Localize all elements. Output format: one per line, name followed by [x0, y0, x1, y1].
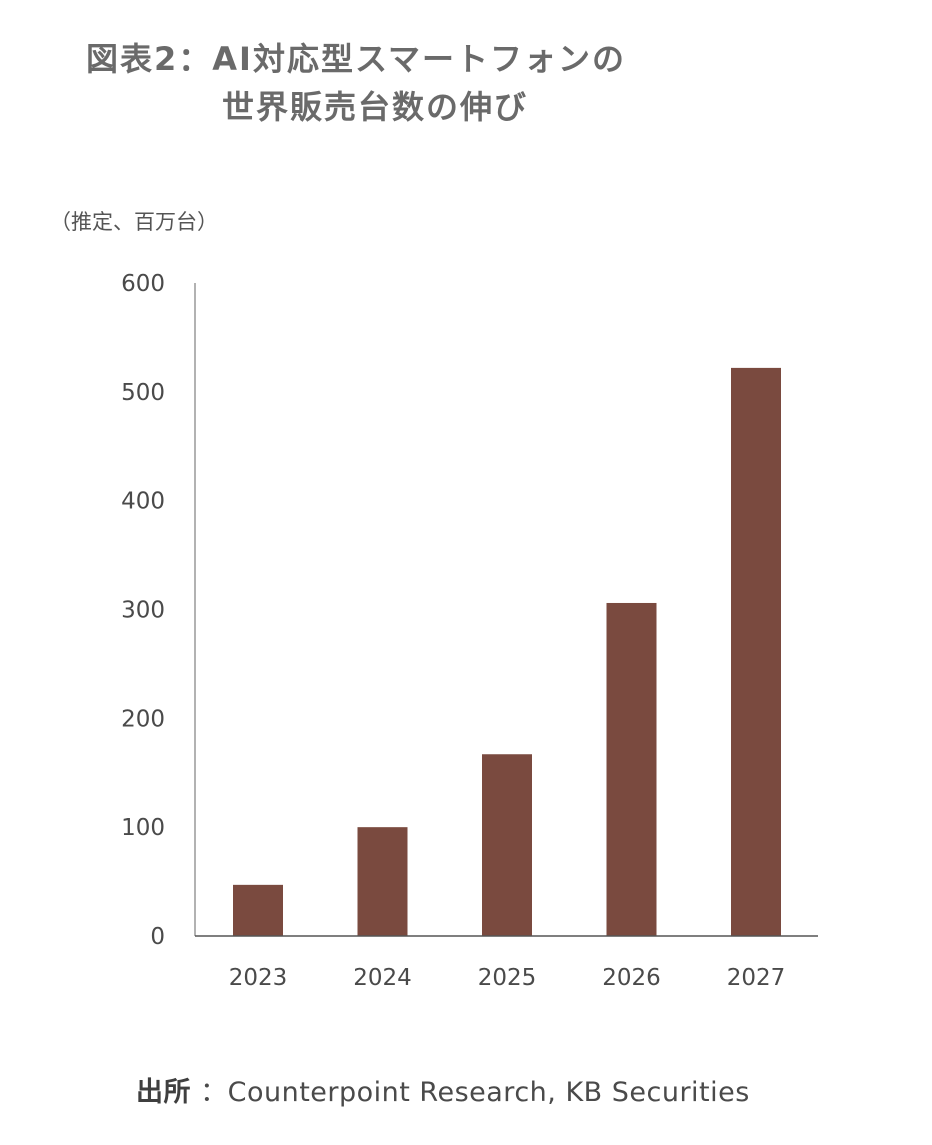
- source-text: ：Counterpoint Research, KB Securities: [200, 1077, 750, 1108]
- bar-2023: [233, 884, 283, 936]
- bar-2025: [482, 754, 532, 936]
- x-tick-label-2026: 2026: [602, 965, 661, 991]
- x-axis-ticks: 2023 2024 2025 2026 2027: [229, 965, 786, 991]
- y-tick-label: 0: [150, 924, 165, 950]
- source-label: 出所: [136, 1077, 191, 1108]
- x-tick-label-2027: 2027: [727, 965, 786, 991]
- x-tick-label-2024: 2024: [353, 965, 412, 991]
- bar-2027: [731, 367, 781, 936]
- y-tick-label: 100: [121, 815, 165, 841]
- bar-2024: [357, 827, 408, 936]
- x-tick-label-2025: 2025: [478, 965, 537, 991]
- y-tick-label: 300: [121, 598, 165, 624]
- y-tick-label: 200: [121, 706, 165, 732]
- y-axis-ticks: 0 100 200 300 400 500 600: [121, 271, 165, 950]
- y-tick-label: 500: [121, 380, 165, 406]
- y-axis-unit-label: （推定、百万台）: [50, 210, 218, 234]
- bars: [233, 367, 781, 936]
- x-tick-label-2023: 2023: [229, 965, 288, 991]
- source-note: 出所 ：Counterpoint Research, KB Securities: [136, 1070, 750, 1109]
- chart-title-line-2: 世界販売台数の伸び: [222, 88, 529, 126]
- y-tick-label: 600: [121, 271, 165, 297]
- bar-2026: [606, 602, 657, 936]
- y-tick-label: 400: [121, 489, 165, 515]
- chart-title-line-1: 図表2：AI対応型スマートフォンの: [86, 40, 626, 78]
